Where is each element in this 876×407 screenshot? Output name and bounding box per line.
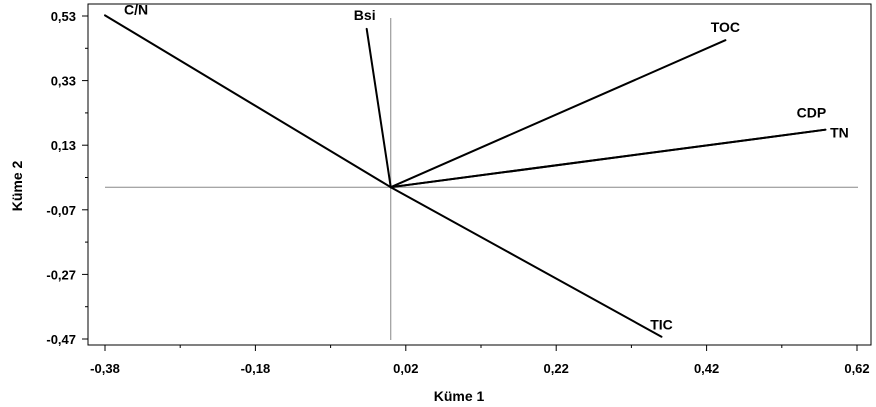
vector-c-n xyxy=(104,14,392,189)
plot-frame xyxy=(87,3,872,346)
reference-lines xyxy=(105,18,858,340)
y-tick-label: 0,13 xyxy=(51,138,76,153)
y-axis-title: Küme 2 xyxy=(9,161,25,212)
y-tick-label: -0,27 xyxy=(46,267,76,282)
vector-tic xyxy=(389,186,663,338)
y-tick-label: -0,07 xyxy=(46,203,76,218)
vector-tn xyxy=(389,128,827,189)
x-tick-label: 0,02 xyxy=(393,361,418,376)
y-tick-label: 0,33 xyxy=(51,74,76,89)
x-tick-label: -0,38 xyxy=(90,361,120,376)
axis-ticks: -0,38 -0,18 0,02 0,22 0,42 0,62 0,53 0,33 0,13 -0… xyxy=(46,9,869,376)
vector-label-cdp: CDP xyxy=(797,105,827,121)
vector-toc xyxy=(389,39,727,189)
vector-label-toc: TOC xyxy=(711,19,740,35)
y-tick-label: 0,53 xyxy=(51,9,76,24)
x-tick-label: -0,18 xyxy=(241,361,271,376)
vector-label-bsi: Bsi xyxy=(354,7,376,23)
vector-label-c-n: C/N xyxy=(124,1,148,17)
x-axis-title: Küme 1 xyxy=(434,388,485,404)
x-tick-label: 0,42 xyxy=(694,361,719,376)
loading-vectors xyxy=(104,14,827,338)
x-tick-label: 0,62 xyxy=(844,361,869,376)
vector-label-tn: TN xyxy=(830,125,849,141)
vector-bsi xyxy=(365,27,392,189)
vector-label-tic: TIC xyxy=(650,317,673,333)
plot-border xyxy=(87,3,872,346)
y-tick-label: -0,47 xyxy=(46,332,76,347)
x-tick-label: 0,22 xyxy=(544,361,569,376)
